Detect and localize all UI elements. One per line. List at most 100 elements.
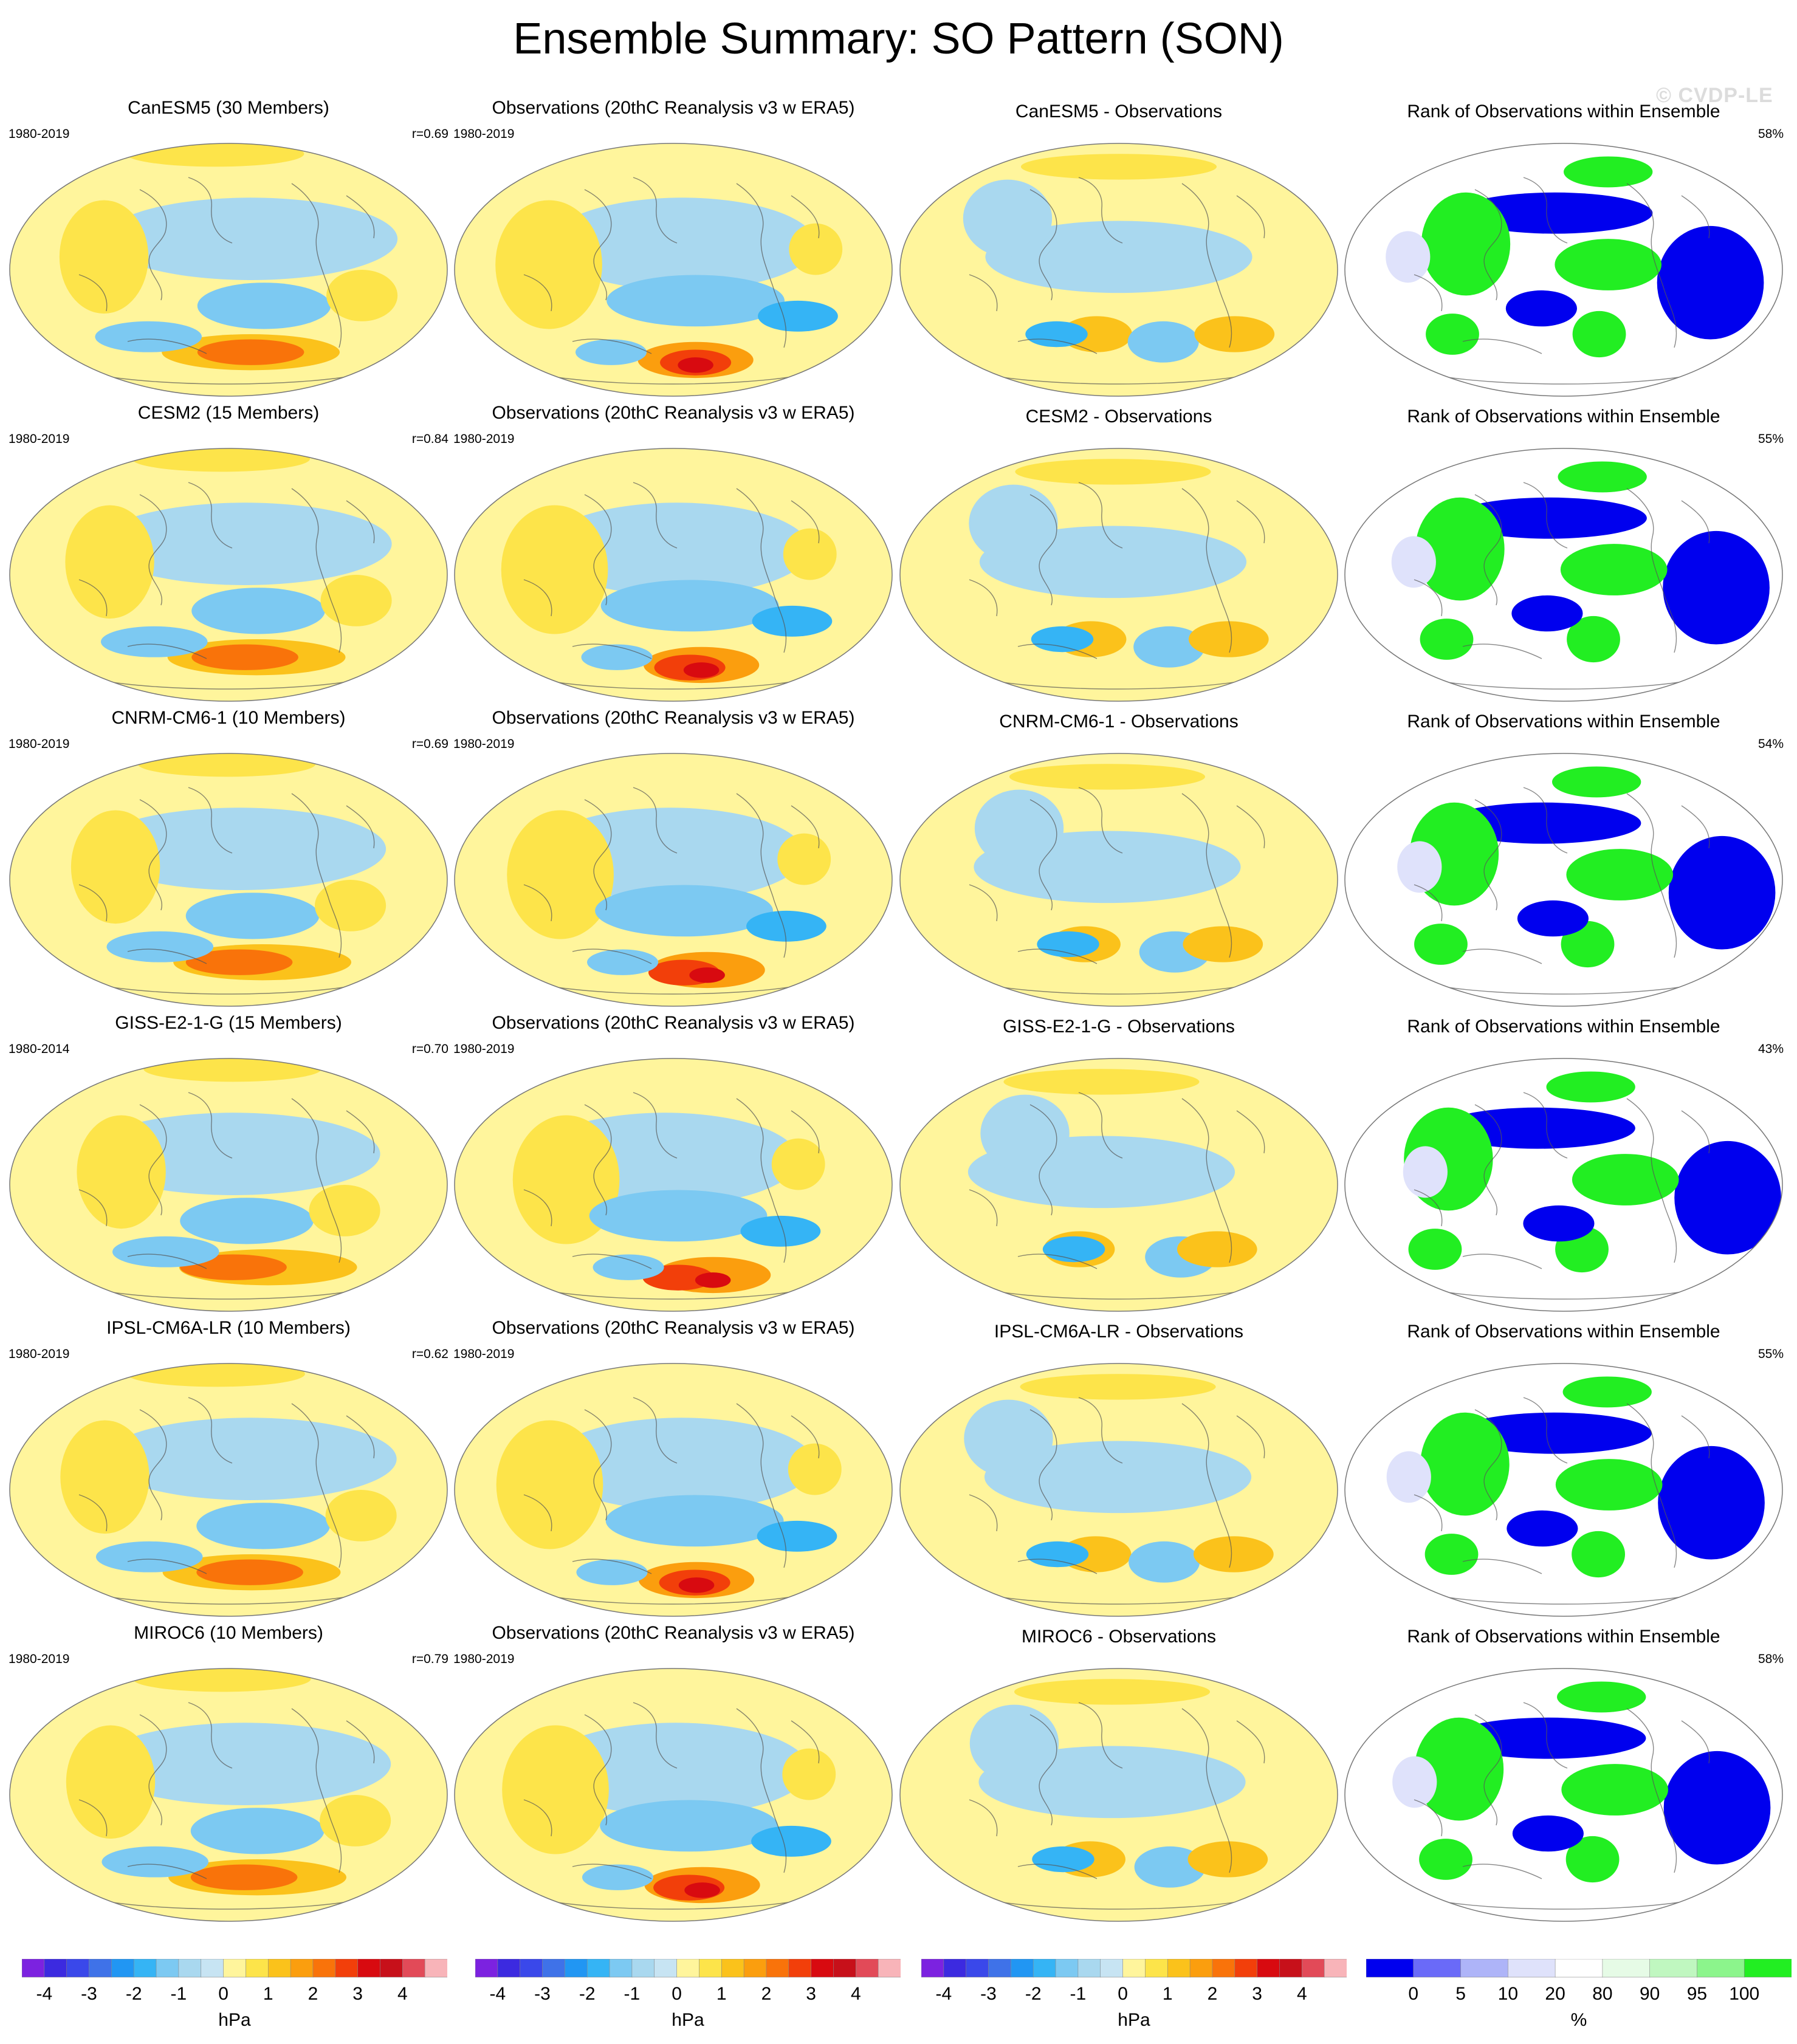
coastline — [78, 1494, 108, 1532]
colorbar-swatch — [1744, 1959, 1792, 1978]
diff-panel-6: MIROC6 - Observations — [896, 1622, 1341, 1926]
field-contour — [495, 200, 602, 329]
field-contour — [1668, 835, 1776, 950]
map-outline — [454, 1363, 893, 1617]
field-contour — [549, 197, 816, 290]
field-contour — [543, 502, 810, 595]
coastline — [291, 1708, 342, 1873]
colorbar-swatch — [811, 1959, 834, 1978]
coastline — [1181, 1708, 1232, 1873]
field-contour — [576, 1559, 648, 1585]
colorbar-tick-label: -4 — [36, 1984, 53, 2004]
rank-percent-label: 54% — [1757, 737, 1784, 751]
map-outline — [9, 1058, 448, 1312]
field-contour — [771, 1138, 825, 1190]
field-contour — [678, 1577, 715, 1593]
colorbar-tick-label: 5 — [1455, 1984, 1466, 2004]
field-contour — [683, 662, 720, 678]
colorbar-swatch — [988, 1959, 1012, 1978]
coastline — [1462, 643, 1542, 659]
colorbar-swatch — [1033, 1959, 1056, 1978]
panel-title: CESM2 (15 Members) — [137, 403, 320, 423]
coastline — [1681, 195, 1710, 239]
panel-title: CNRM-CM6-1 - Observations — [999, 712, 1239, 732]
field-contour — [684, 1882, 720, 1898]
coastline — [1626, 793, 1677, 958]
colorbar-swatch — [1212, 1959, 1235, 1978]
coastline — [1078, 1397, 1123, 1464]
panel-title: Observations (20thC Reanalysis v3 w ERA5… — [492, 1623, 855, 1643]
coastline — [969, 1494, 998, 1532]
coastline — [97, 1594, 359, 1605]
coastline — [127, 643, 207, 659]
coastline — [1523, 787, 1568, 854]
coastline — [1626, 488, 1677, 653]
period-label: 1980-2019 — [9, 127, 70, 141]
period-label: 1980-2019 — [453, 127, 515, 141]
map-outline — [899, 753, 1338, 1007]
period-label: 1980-2019 — [453, 737, 515, 751]
colorbar-swatch — [1257, 1959, 1280, 1978]
panel-title: CNRM-CM6-1 (10 Members) — [111, 708, 346, 728]
coastline — [791, 805, 820, 849]
map-outline — [9, 1363, 448, 1617]
rank-map-4 — [1344, 1058, 1783, 1312]
coastline — [1017, 1864, 1098, 1879]
rank-percent-label: 55% — [1757, 432, 1784, 446]
coastline — [346, 805, 375, 849]
field-contour — [185, 949, 293, 975]
map-outline — [899, 448, 1338, 702]
obs-panel-1: Observations (20thC Reanalysis v3 w ERA5… — [451, 97, 896, 401]
colorbar-swatch — [1366, 1959, 1414, 1978]
field-contour — [1420, 619, 1474, 660]
field-contour — [1551, 766, 1641, 798]
coastline — [346, 500, 375, 544]
field-contour — [1026, 1541, 1089, 1568]
coastline — [1462, 1253, 1542, 1269]
colorbar-swatch — [921, 1959, 944, 1978]
rank-map-1 — [1344, 143, 1783, 397]
coastline — [541, 1899, 804, 1910]
coastline — [1017, 1559, 1098, 1574]
panel-title: MIROC6 (10 Members) — [134, 1623, 323, 1643]
coastline — [1432, 1289, 1694, 1300]
coastline — [1474, 799, 1502, 911]
coastline — [584, 189, 612, 301]
colorbar-swatches — [921, 1959, 1347, 1978]
colorbar-swatch — [1697, 1959, 1745, 1978]
field-contour — [132, 1668, 311, 1692]
coastline — [1462, 948, 1542, 964]
coastline — [791, 1415, 820, 1459]
coastline — [1626, 1403, 1677, 1568]
field-contour — [112, 1236, 219, 1267]
field-contour — [782, 1748, 836, 1800]
colorbar-swatch — [1011, 1959, 1034, 1978]
coastline — [1474, 189, 1502, 301]
rank-percent-label: 43% — [1757, 1042, 1784, 1056]
colorbar-tick-label: -2 — [125, 1984, 142, 2004]
map-outline — [9, 448, 448, 702]
coastline — [541, 984, 804, 995]
panel-title: Rank of Observations within Ensemble — [1407, 101, 1720, 122]
diff-panel-5: IPSL-CM6A-LR - Observations — [896, 1317, 1341, 1621]
coastline — [987, 679, 1249, 690]
field-contour — [1031, 626, 1094, 653]
coastline — [1181, 488, 1232, 653]
colorbar-tick-label: 4 — [1296, 1984, 1307, 2004]
panel-title: Rank of Observations within Ensemble — [1407, 1627, 1720, 1647]
coastline — [1017, 643, 1098, 659]
field-contour — [1127, 321, 1199, 363]
field-contour — [1032, 1846, 1094, 1873]
field-contour — [197, 283, 331, 329]
field-contour — [1014, 1679, 1211, 1705]
colorbar-swatch — [878, 1959, 901, 1978]
field-contour — [1674, 1140, 1781, 1255]
diff-panel-1: CanESM5 - Observations — [896, 97, 1341, 401]
coastline — [127, 1559, 207, 1574]
coastline — [291, 1403, 342, 1568]
colorbar-swatch — [1279, 1959, 1303, 1978]
field-contour — [315, 880, 387, 931]
coastline — [1432, 679, 1694, 690]
map-outline — [9, 1668, 448, 1922]
field-contour — [605, 1495, 784, 1547]
